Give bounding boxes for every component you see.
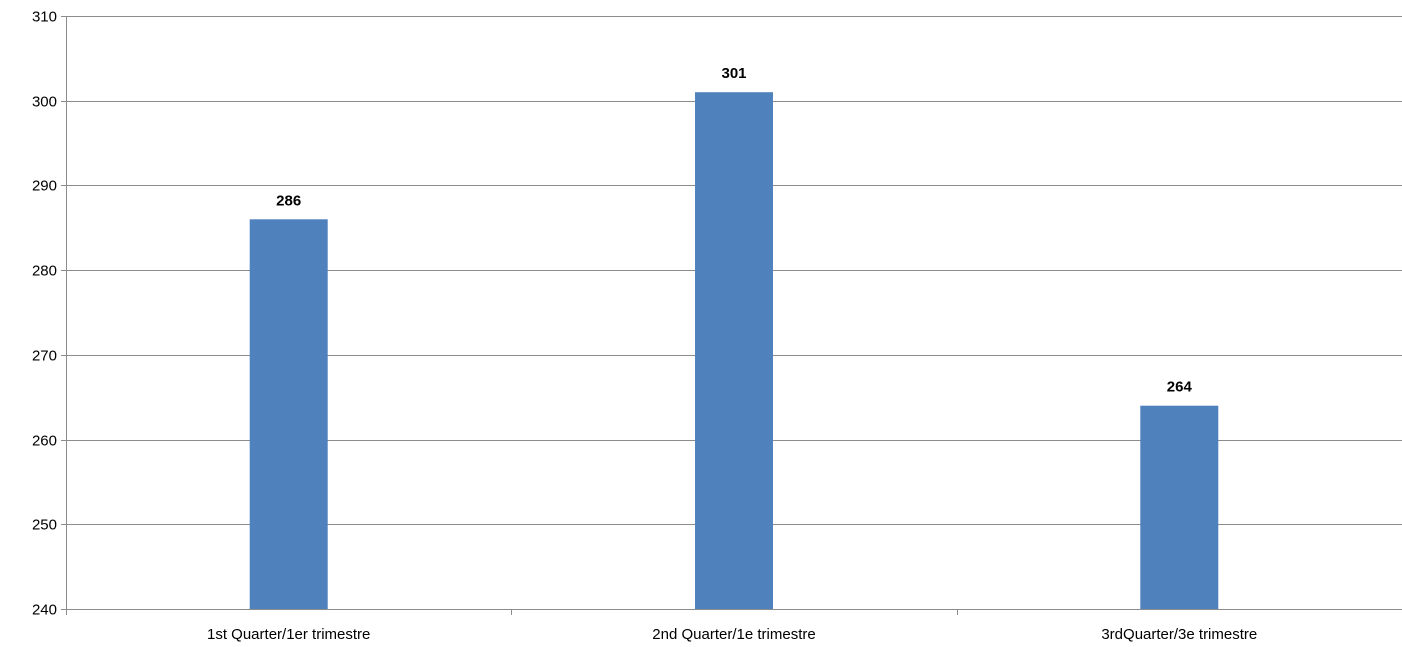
x-tick-label: 3rdQuarter/3e trimestre <box>1101 626 1257 643</box>
y-tick-label: 270 <box>32 348 57 365</box>
axes <box>66 16 958 615</box>
y-tick-label: 250 <box>32 517 57 534</box>
bar <box>249 219 328 610</box>
bar <box>695 92 773 609</box>
data-label: 264 <box>1167 379 1193 396</box>
bars <box>249 92 1219 610</box>
bar <box>1140 405 1219 609</box>
x-tick-label: 2nd Quarter/1e trimestre <box>652 626 815 643</box>
y-tick-label: 240 <box>32 602 57 619</box>
y-tick-label: 260 <box>32 433 57 450</box>
y-tick-label: 310 <box>32 9 57 26</box>
data-label: 286 <box>276 192 301 209</box>
y-tick-label: 290 <box>32 178 57 195</box>
labels: 240 250 260 270 280 290 300 310 286 1st Quarter/1… <box>32 9 1257 644</box>
data-label: 301 <box>721 65 746 82</box>
x-tick-label: 1st Quarter/1er trimestre <box>207 626 370 643</box>
y-tick-label: 280 <box>32 263 57 280</box>
y-tick-label: 300 <box>32 94 57 111</box>
